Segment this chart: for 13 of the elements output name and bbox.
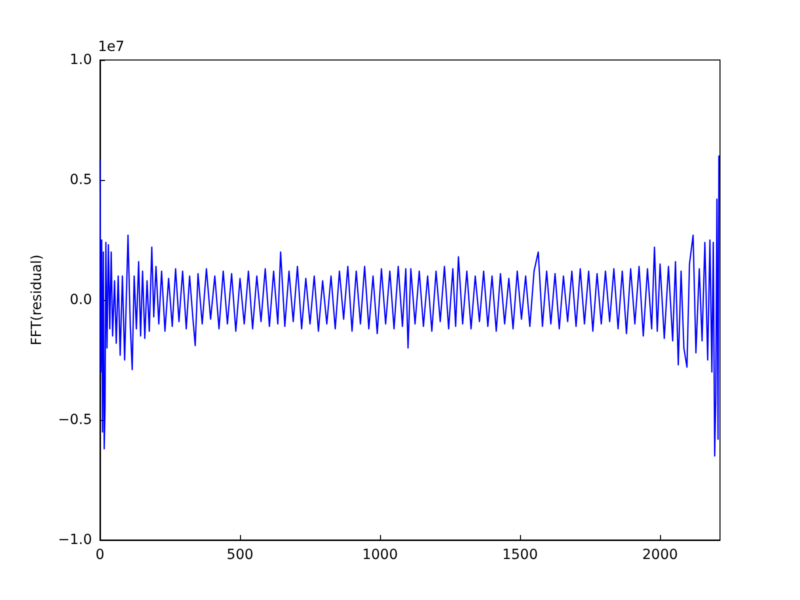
y-tick-label: 0.5 — [70, 172, 92, 188]
y-axis-title: FFT(residual) — [29, 254, 45, 346]
x-tick-label: 2000 — [642, 547, 678, 563]
y-tick-label: −0.5 — [58, 412, 92, 428]
x-tick-label: 0 — [96, 547, 104, 563]
x-tick-label: 500 — [226, 547, 254, 563]
line-series — [99, 155, 720, 457]
y-tick-label: −1.0 — [58, 532, 92, 548]
x-tick-label: 1500 — [502, 547, 538, 563]
text: 1e7 — [98, 39, 124, 55]
y-tick-label: 0.0 — [70, 292, 92, 308]
x-tick-label: 1000 — [362, 547, 398, 563]
y-tick-label: 1.0 — [70, 52, 92, 68]
